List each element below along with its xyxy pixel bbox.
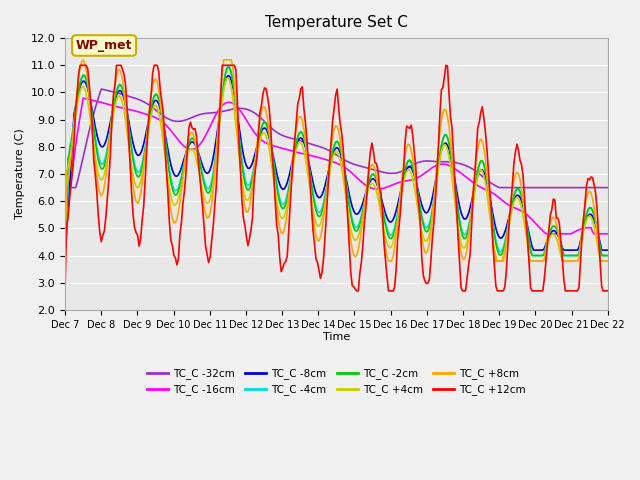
TC_C -16cm — [243, 117, 250, 123]
TC_C +12cm — [225, 62, 232, 68]
Line: TC_C -16cm: TC_C -16cm — [65, 98, 608, 234]
TC_C -16cm — [300, 151, 308, 157]
TC_C -32cm — [61, 185, 69, 191]
TC_C -32cm — [252, 111, 259, 117]
Line: TC_C +12cm: TC_C +12cm — [65, 65, 608, 291]
TC_C -16cm — [252, 131, 259, 137]
Line: TC_C -4cm: TC_C -4cm — [65, 66, 608, 255]
TC_C -4cm — [225, 63, 232, 69]
TC_C -4cm — [604, 252, 612, 258]
TC_C +12cm — [76, 62, 84, 68]
TC_C -16cm — [79, 95, 87, 101]
TC_C -4cm — [243, 180, 250, 186]
TC_C -2cm — [252, 158, 259, 164]
TC_C -4cm — [300, 134, 308, 140]
TC_C -16cm — [543, 231, 551, 237]
TC_C +12cm — [129, 212, 137, 217]
TC_C -8cm — [243, 163, 250, 169]
TC_C -2cm — [225, 64, 232, 70]
TC_C -16cm — [61, 229, 69, 235]
TC_C +4cm — [223, 75, 230, 81]
TC_C +8cm — [61, 244, 69, 250]
TC_C -8cm — [604, 247, 612, 253]
TC_C +4cm — [225, 75, 232, 81]
TC_C -4cm — [223, 66, 230, 72]
TC_C +4cm — [577, 247, 584, 252]
TC_C +8cm — [252, 156, 259, 161]
TC_C +8cm — [300, 126, 308, 132]
TC_C +8cm — [220, 57, 228, 63]
TC_C -2cm — [128, 147, 136, 153]
TC_C +8cm — [577, 242, 584, 248]
TC_C -16cm — [577, 226, 584, 232]
TC_C +8cm — [243, 209, 250, 215]
TC_C +8cm — [128, 168, 136, 174]
Line: TC_C -8cm: TC_C -8cm — [65, 75, 608, 250]
Y-axis label: Temperature (C): Temperature (C) — [15, 129, 25, 219]
TC_C -32cm — [300, 139, 308, 144]
TC_C +8cm — [385, 258, 392, 264]
TC_C -8cm — [223, 74, 230, 80]
Line: TC_C +8cm: TC_C +8cm — [65, 60, 608, 261]
TC_C -8cm — [575, 244, 583, 250]
TC_C -32cm — [604, 185, 612, 191]
TC_C -4cm — [252, 155, 259, 161]
TC_C +4cm — [128, 163, 136, 168]
TC_C +4cm — [243, 197, 250, 203]
TC_C -2cm — [243, 185, 250, 191]
TC_C +4cm — [493, 258, 501, 264]
TC_C -8cm — [225, 72, 232, 78]
TC_C -8cm — [128, 133, 136, 139]
TC_C -2cm — [223, 66, 230, 72]
TC_C -16cm — [604, 231, 612, 237]
TC_C -32cm — [97, 86, 105, 92]
TC_C +12cm — [61, 288, 69, 294]
TC_C -8cm — [252, 149, 259, 155]
TC_C -8cm — [300, 139, 308, 145]
TC_C -32cm — [225, 107, 232, 113]
TC_C -2cm — [604, 252, 612, 258]
TC_C +12cm — [604, 288, 612, 294]
Line: TC_C +4cm: TC_C +4cm — [65, 78, 608, 261]
TC_C +4cm — [252, 163, 259, 169]
TC_C +12cm — [300, 106, 308, 111]
TC_C -32cm — [129, 95, 137, 100]
TC_C -2cm — [575, 252, 583, 258]
Title: Temperature Set C: Temperature Set C — [265, 15, 408, 30]
TC_C +4cm — [604, 258, 612, 264]
TC_C +8cm — [604, 258, 612, 264]
TC_C +12cm — [575, 285, 583, 290]
TC_C -8cm — [61, 247, 69, 253]
TC_C -4cm — [575, 250, 583, 256]
TC_C +8cm — [225, 57, 232, 63]
TC_C -4cm — [61, 252, 69, 258]
TC_C -32cm — [243, 107, 250, 112]
Line: TC_C -32cm: TC_C -32cm — [65, 89, 608, 188]
Text: WP_met: WP_met — [76, 39, 132, 52]
TC_C -16cm — [129, 108, 137, 113]
Line: TC_C -2cm: TC_C -2cm — [65, 67, 608, 255]
TC_C +12cm — [243, 234, 250, 240]
TC_C -32cm — [575, 185, 583, 191]
Legend: TC_C -32cm, TC_C -16cm, TC_C -8cm, TC_C -4cm, TC_C -2cm, TC_C +4cm, TC_C +8cm, T: TC_C -32cm, TC_C -16cm, TC_C -8cm, TC_C … — [143, 364, 530, 399]
X-axis label: Time: Time — [323, 333, 350, 342]
TC_C -2cm — [300, 135, 308, 141]
TC_C +4cm — [300, 148, 308, 154]
TC_C +12cm — [252, 166, 259, 171]
TC_C -4cm — [128, 144, 136, 149]
TC_C +4cm — [61, 234, 69, 240]
TC_C -2cm — [61, 252, 69, 258]
TC_C -16cm — [225, 99, 232, 105]
